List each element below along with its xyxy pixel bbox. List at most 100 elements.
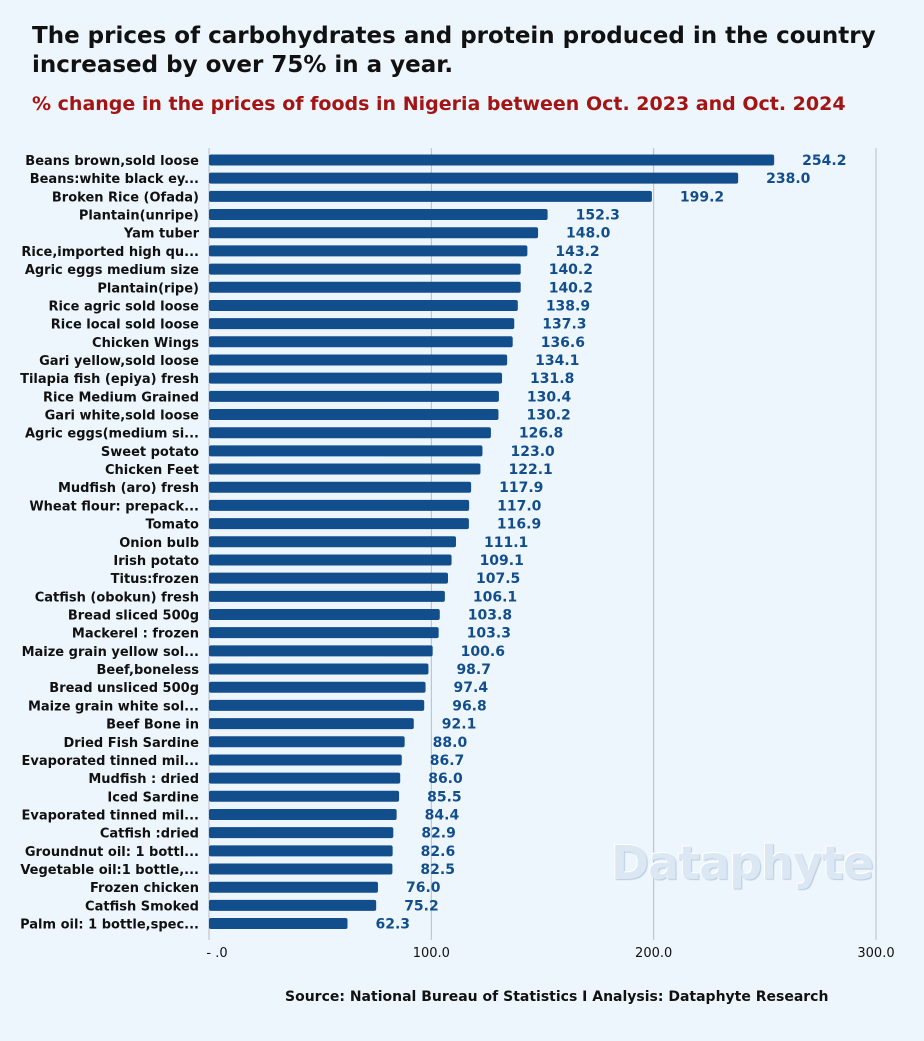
value-label: 92.1 (442, 717, 477, 733)
category-label: Gari white,sold loose (45, 409, 200, 424)
bar (209, 154, 775, 166)
value-label: 152.3 (576, 208, 620, 224)
bar (209, 336, 513, 348)
category-label: Mudfish : dried (88, 772, 199, 787)
x-tick-label: 300.0 (857, 946, 894, 961)
category-label: Catfish Smoked (85, 899, 199, 914)
bar (209, 245, 528, 257)
category-label: Tomato (145, 518, 199, 533)
value-label: 140.2 (549, 262, 593, 278)
x-tick-label: 200.0 (635, 946, 672, 961)
value-label: 138.9 (546, 298, 590, 314)
value-label: 148.0 (566, 226, 611, 242)
bar (209, 645, 433, 657)
category-label: Vegetable oil:1 bottle,... (20, 863, 199, 878)
category-label: Broken Rice (Ofada) (52, 190, 199, 205)
value-label: 126.8 (519, 426, 563, 442)
value-label: 143.2 (555, 244, 599, 260)
bar (209, 772, 401, 784)
bar (209, 627, 439, 639)
value-label: 134.1 (535, 353, 579, 369)
bar (209, 554, 452, 566)
category-label: Frozen chicken (90, 881, 199, 896)
value-label: 88.0 (433, 735, 468, 751)
bar (209, 699, 425, 711)
category-label: Sweet potato (101, 445, 199, 460)
value-label: 254.2 (802, 153, 846, 169)
value-label: 100.6 (461, 644, 505, 660)
chart-title: The prices of carbohydrates and protein … (32, 23, 876, 78)
value-label: 85.5 (427, 789, 462, 805)
bar (209, 409, 499, 421)
bar (209, 209, 548, 221)
source-note: Source: National Bureau of Statistics I … (285, 989, 829, 1005)
category-label: Beef,boneless (97, 663, 200, 678)
category-label: Agric eggs medium size (25, 263, 199, 278)
x-tick-label: 100.0 (413, 946, 450, 961)
bar (209, 499, 470, 511)
watermark-logo: Dataphyte (611, 836, 874, 890)
category-label: Tilapia fish (epiya) fresh (20, 372, 199, 387)
category-label: Rice Medium Grained (43, 390, 199, 405)
bar (209, 463, 481, 475)
category-label: Rice local sold loose (51, 318, 199, 333)
value-label: 131.8 (530, 371, 574, 387)
category-label: Groundnut oil: 1 bottl... (25, 845, 199, 860)
bar (209, 263, 521, 275)
bar (209, 281, 521, 293)
chart-subtitle: % change in the prices of foods in Niger… (32, 93, 846, 115)
category-label: Beans brown,sold loose (25, 154, 199, 169)
category-label: Irish potato (113, 554, 199, 569)
bar (209, 172, 739, 184)
value-label: 82.9 (421, 826, 456, 842)
value-label: 76.0 (406, 880, 441, 896)
bar (209, 190, 652, 202)
bar (209, 536, 457, 548)
bar (209, 808, 397, 820)
value-label: 199.2 (680, 189, 724, 205)
value-label: 62.3 (376, 917, 411, 933)
value-label: 117.9 (499, 480, 543, 496)
value-label: 123.0 (510, 444, 555, 460)
category-label: Rice agric sold loose (48, 299, 199, 314)
bar (209, 299, 518, 311)
value-label: 130.4 (527, 389, 572, 405)
bar (209, 481, 472, 493)
value-label: 136.6 (541, 335, 585, 351)
value-label: 116.9 (497, 517, 541, 533)
value-label: 86.7 (430, 753, 465, 769)
category-label: Maize grain yellow sol... (22, 645, 199, 660)
category-label: Maize grain white sol... (28, 699, 199, 714)
bar (209, 354, 508, 366)
value-label: 106.1 (473, 589, 517, 605)
bar (209, 518, 469, 530)
value-label: 130.2 (526, 408, 570, 424)
value-label: 109.1 (480, 553, 524, 569)
value-label: 111.1 (484, 535, 528, 551)
category-label: Palm oil: 1 bottle,spec... (20, 918, 199, 933)
category-label: Agric eggs(medium si... (25, 427, 199, 442)
category-label: Evaporated tinned mil... (21, 808, 199, 823)
category-label: Wheat flour: prepack... (29, 499, 199, 514)
category-label: Titus:frozen (111, 572, 199, 587)
bar (209, 390, 499, 402)
value-label: 140.2 (549, 280, 593, 296)
value-label: 122.1 (508, 462, 552, 478)
bar (209, 663, 429, 675)
category-label: Evaporated tinned mil... (21, 754, 199, 769)
category-label: Dried Fish Sardine (63, 736, 199, 751)
bar (209, 445, 483, 457)
category-label: Iced Sardine (107, 790, 199, 805)
bar (209, 609, 440, 620)
category-label: Beans:white black ey... (30, 172, 199, 187)
bar (209, 754, 402, 766)
bar (209, 863, 393, 875)
category-label: Mudfish (aro) fresh (58, 481, 199, 496)
bar (209, 845, 393, 857)
category-label: Catfish (obokun) fresh (35, 590, 199, 605)
category-label: Rice,imported high qu... (21, 245, 199, 260)
value-label: 103.3 (467, 626, 511, 642)
category-label: Bread unsliced 500g (49, 681, 199, 696)
value-label: 103.8 (468, 608, 512, 624)
